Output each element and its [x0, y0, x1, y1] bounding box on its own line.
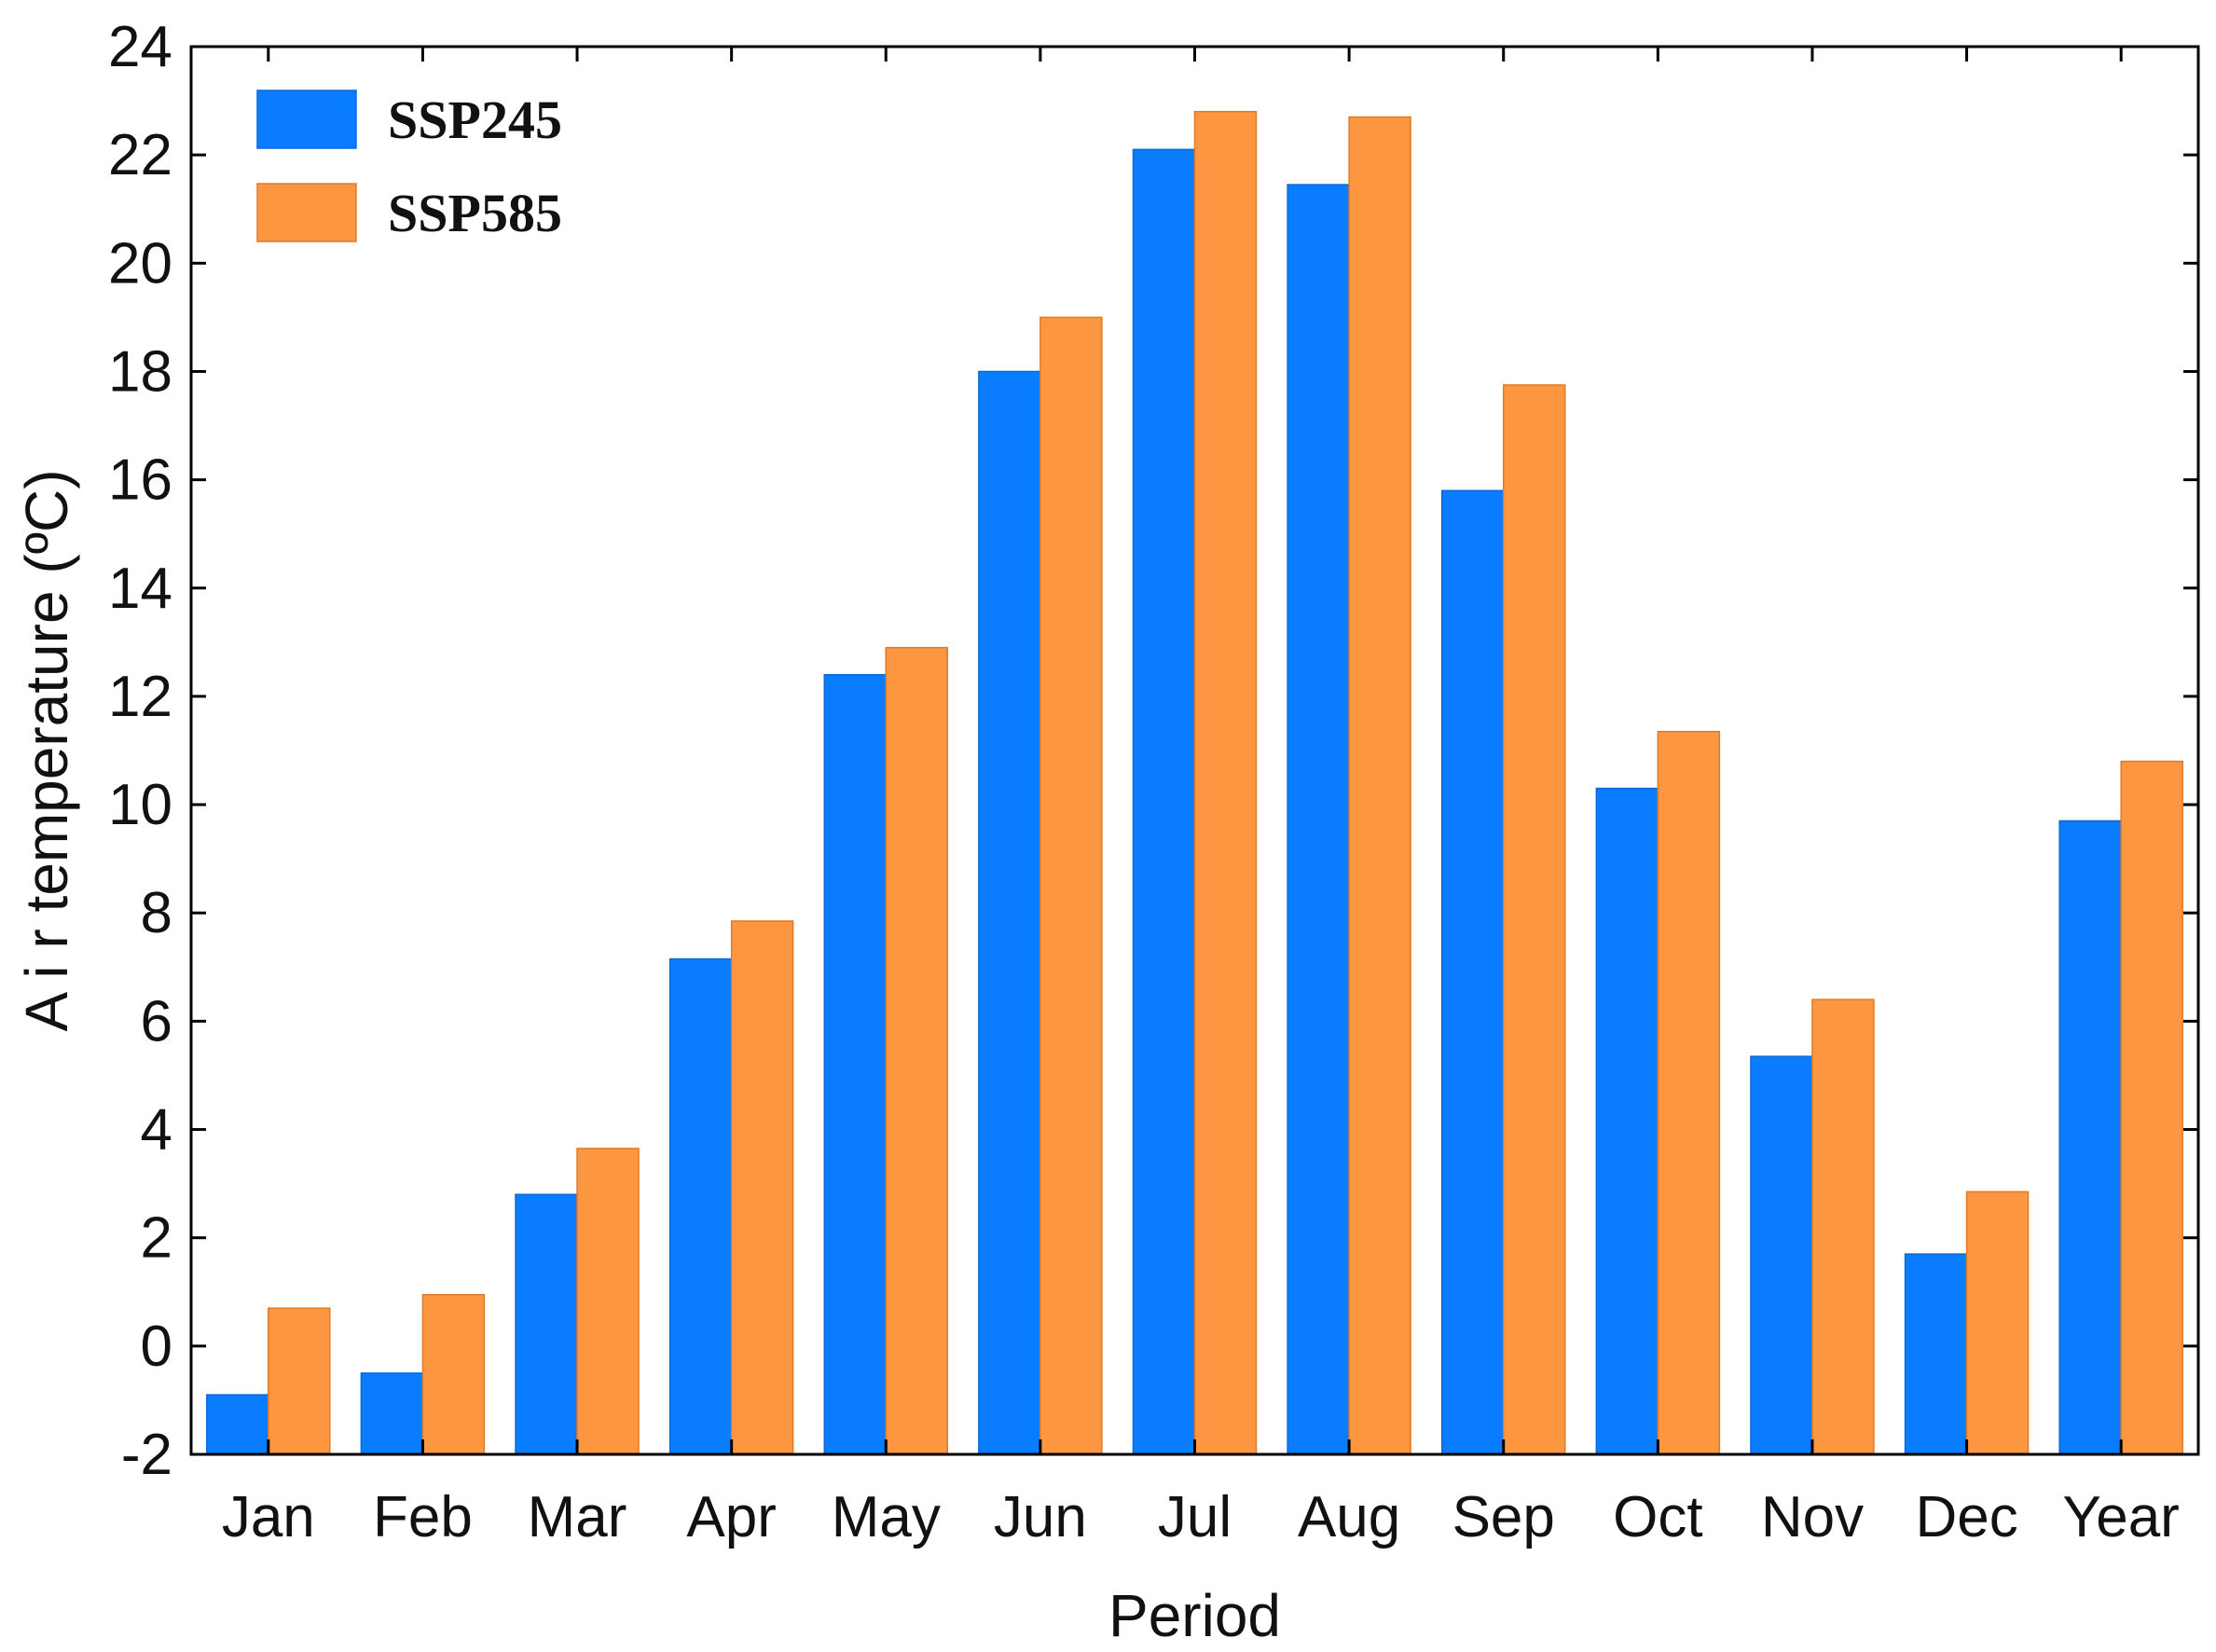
x-tick-label-jul: Jul [1158, 1485, 1232, 1549]
bar-ssp245-may [823, 673, 888, 1455]
bar-ssp245-year [2058, 819, 2122, 1455]
x-tick-label-year: Year [2063, 1485, 2180, 1549]
x-tick-label-nov: Nov [1761, 1485, 1864, 1549]
y-tick-label: -2 [121, 1423, 172, 1487]
bar-ssp585-jul [1193, 110, 1258, 1455]
bar-ssp245-jun [978, 370, 1041, 1455]
y-tick-label: 14 [108, 557, 172, 621]
x-tick-label-aug: Aug [1298, 1485, 1400, 1549]
bar-ssp245-nov [1750, 1055, 1813, 1455]
bar-ssp585-year [2120, 760, 2183, 1455]
y-tick-label: 12 [108, 665, 172, 729]
x-tick-label-dec: Dec [1915, 1485, 2017, 1549]
x-tick-label-jan: Jan [222, 1485, 315, 1549]
bar-ssp585-dec [1965, 1191, 2030, 1455]
y-tick-label: 16 [108, 448, 172, 513]
bar-ssp585-sep [1502, 384, 1566, 1455]
x-tick-label-may: May [832, 1485, 941, 1549]
x-axis-title: Period [1108, 1582, 1281, 1649]
bar-ssp245-jul [1132, 148, 1196, 1455]
legend-swatch-ssp245 [256, 89, 357, 149]
bar-ssp245-jan [206, 1394, 269, 1455]
x-tick-label-mar: Mar [528, 1485, 627, 1549]
y-tick-label: 0 [141, 1315, 172, 1379]
bar-ssp585-jan [268, 1307, 331, 1455]
legend-label-ssp585: SSP585 [388, 183, 562, 243]
y-tick-label: 8 [141, 881, 172, 945]
y-axis-title: A i r temperature (ºC) [13, 469, 80, 1031]
legend: SSP245 SSP585 [256, 89, 562, 243]
bar-ssp585-apr [730, 920, 794, 1455]
y-tick-label: 22 [108, 123, 172, 187]
x-tick-label-sep: Sep [1452, 1485, 1555, 1549]
legend-swatch-ssp585 [256, 183, 357, 242]
bar-ssp585-jun [1039, 316, 1103, 1455]
bar-ssp245-sep [1440, 489, 1505, 1455]
y-tick-label: 24 [108, 15, 172, 79]
bar-ssp245-mar [515, 1193, 578, 1455]
bar-ssp245-oct [1595, 787, 1659, 1455]
y-tick-label: 18 [108, 339, 172, 404]
bar-ssp585-nov [1811, 998, 1875, 1455]
y-tick-label: 2 [141, 1206, 172, 1271]
bar-ssp585-mar [576, 1148, 640, 1455]
bar-ssp585-oct [1657, 730, 1721, 1455]
bar-ssp245-apr [668, 957, 733, 1455]
y-tick-label: 4 [141, 1098, 172, 1163]
bars-group [206, 110, 2183, 1455]
y-tick-label: 6 [141, 989, 172, 1053]
bar-ssp585-feb [421, 1293, 486, 1455]
bar-ssp245-aug [1287, 184, 1350, 1455]
bar-ssp585-aug [1348, 116, 1411, 1455]
bar-ssp245-dec [1904, 1253, 1968, 1455]
x-tick-label-apr: Apr [686, 1485, 776, 1549]
y-tick-label: 20 [108, 231, 172, 296]
x-tick-label-jun: Jun [994, 1485, 1087, 1549]
y-tick-label: 10 [108, 773, 172, 837]
bar-ssp585-may [885, 646, 949, 1455]
bar-ssp245-feb [360, 1372, 424, 1455]
x-tick-label-feb: Feb [373, 1485, 473, 1549]
legend-label-ssp245: SSP245 [388, 89, 562, 150]
x-tick-label-oct: Oct [1613, 1485, 1702, 1549]
